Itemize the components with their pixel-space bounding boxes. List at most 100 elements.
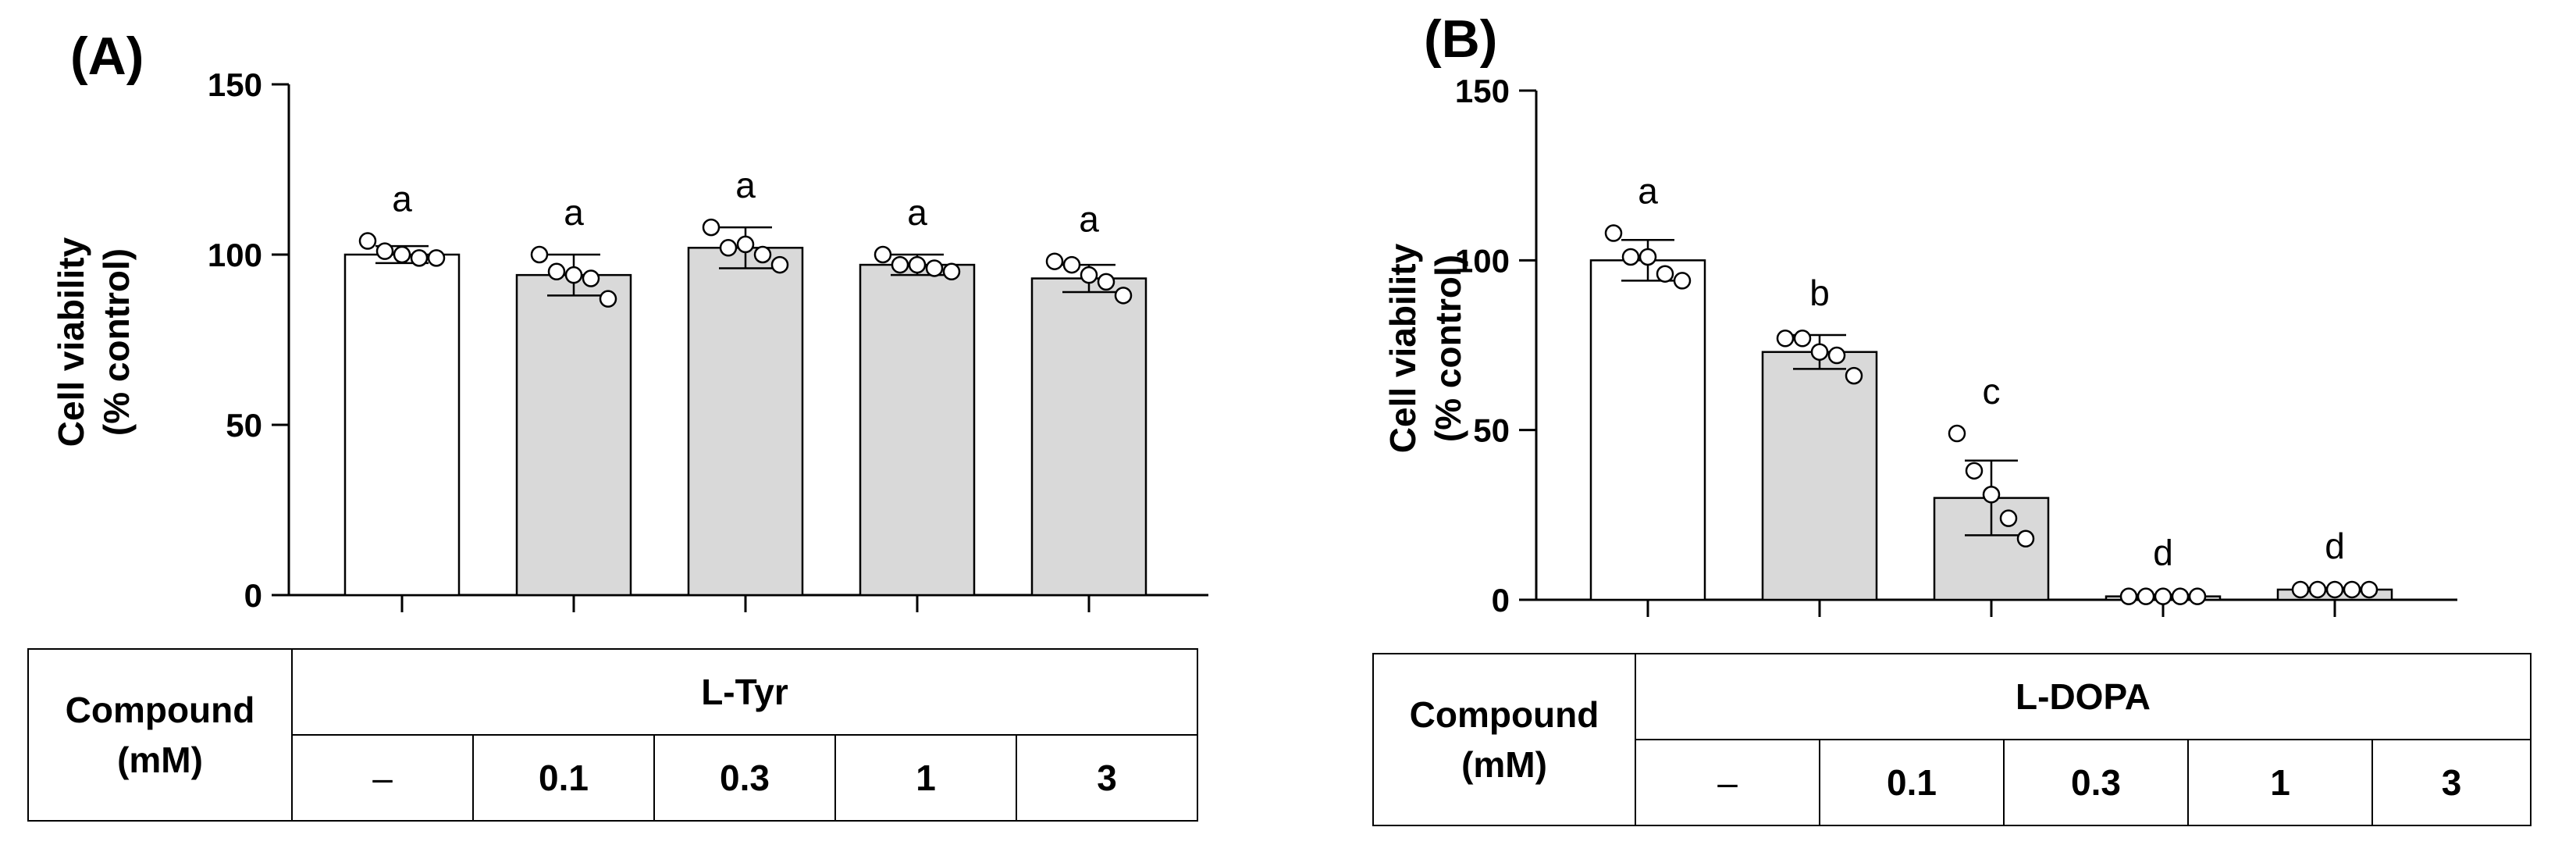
data-point (1062, 255, 1081, 274)
data-point (736, 235, 755, 254)
row-header-line2: (mM) (117, 740, 203, 780)
data-point (1604, 224, 1623, 242)
data-point (1673, 272, 1692, 290)
data-point (358, 232, 377, 250)
concentration-cell: 1 (836, 736, 1017, 820)
significance-label: a (1079, 199, 1099, 240)
chart-plot-b: 0 50 100 150 a b c d d (1455, 73, 2457, 619)
data-point (1793, 330, 1812, 348)
data-point (1965, 462, 1984, 480)
chart-plot-a: 0 50 100 150 a a a a a (208, 66, 1208, 614)
data-point (2308, 580, 2327, 599)
row-header: Compound (mM) (1374, 654, 1636, 825)
data-point (2137, 587, 2155, 605)
condition-table: Compound (mM) L-Tyr – 0.1 0.3 1 3 (27, 648, 1198, 822)
y-tick-label: 0 (1492, 582, 1510, 619)
concentration-cell: 0.1 (1820, 740, 2005, 825)
bar (687, 247, 804, 597)
data-point (1999, 509, 2018, 527)
bar (1761, 351, 1878, 601)
data-point (2325, 580, 2344, 599)
data-point (1845, 366, 1863, 385)
data-point (564, 266, 583, 284)
data-point (582, 269, 600, 287)
significance-label: a (564, 192, 584, 233)
data-point (1638, 248, 1657, 266)
data-point (2171, 587, 2190, 605)
data-point (2291, 580, 2310, 599)
significance-label: a (392, 179, 412, 219)
data-point (530, 245, 549, 264)
concentration-cell: 0.3 (2005, 740, 2189, 825)
data-point (770, 255, 789, 274)
significance-label: a (907, 192, 927, 233)
data-point (908, 255, 927, 274)
data-point (942, 262, 961, 281)
data-point (1097, 273, 1115, 291)
y-tick-label: 100 (1455, 242, 1510, 279)
data-point (1114, 287, 1133, 305)
compound-name: L-DOPA (1636, 654, 2530, 740)
concentration-cell: 3 (1097, 758, 1117, 798)
significance-label: a (1638, 171, 1658, 212)
panel-b: (B) Cell viability (% control) 0 50 100 150… (1288, 0, 2576, 845)
data-point (702, 218, 720, 237)
bar (515, 273, 632, 597)
data-point (375, 242, 394, 260)
significance-label: a (735, 165, 756, 205)
data-point (2119, 587, 2138, 605)
row-header: Compound (mM) (29, 650, 293, 820)
compound-name: L-Tyr (293, 650, 1197, 736)
significance-label: c (1983, 371, 2001, 412)
data-point (1621, 248, 1640, 266)
data-point (393, 245, 411, 264)
significance-label: b (1809, 273, 1830, 313)
panel-a: (A) Cell viability (% control) 0 50 100 150… (27, 27, 1208, 822)
data-point (753, 245, 772, 264)
panel-letter: (A) (70, 27, 144, 86)
y-tick-label: 100 (208, 237, 262, 273)
data-point (891, 255, 909, 274)
concentration-cell: 0.1 (474, 736, 655, 820)
bar (1589, 259, 1706, 601)
concentration-cell: 3 (2441, 762, 2462, 803)
bar (859, 263, 976, 597)
data-point (1045, 252, 1064, 270)
significance-label: d (2153, 532, 2173, 572)
y-tick-label: 150 (208, 66, 262, 103)
data-point (2188, 587, 2207, 605)
row-header-line1: Compound (65, 690, 255, 730)
y-tick-label: 0 (244, 577, 262, 614)
panel-letter: (B) (1424, 9, 1498, 69)
data-point (2360, 580, 2379, 599)
data-point (1827, 346, 1846, 365)
significance-label: d (2325, 526, 2345, 566)
data-point (873, 245, 892, 264)
y-tick-label: 150 (1455, 73, 1510, 109)
concentration-cell: 0.3 (655, 736, 836, 820)
condition-table: Compound (mM) L-DOPA – 0.1 0.3 1 3 (1372, 653, 2532, 826)
data-point (719, 239, 738, 257)
data-point (925, 259, 944, 277)
data-point (1810, 343, 1829, 361)
data-point (2016, 529, 2035, 548)
y-tick-label: 50 (226, 407, 262, 444)
data-point (1776, 330, 1795, 348)
y-tick-label: 50 (1473, 412, 1510, 449)
data-point (427, 249, 446, 267)
data-point (410, 249, 429, 267)
data-point (1948, 424, 1966, 443)
row-header-line2: (mM) (1461, 744, 1547, 785)
bar (343, 253, 461, 597)
data-point (599, 290, 617, 308)
data-point (1080, 266, 1098, 284)
bar (1030, 277, 1147, 597)
row-header-line1: Compound (1409, 694, 1599, 735)
data-point (1982, 486, 2001, 504)
concentration-cell: 1 (2189, 740, 2373, 825)
data-point (2343, 580, 2361, 599)
data-point (1656, 265, 1674, 283)
data-point (2154, 587, 2172, 605)
data-point (547, 262, 566, 281)
concentration-cell: – (293, 736, 474, 820)
